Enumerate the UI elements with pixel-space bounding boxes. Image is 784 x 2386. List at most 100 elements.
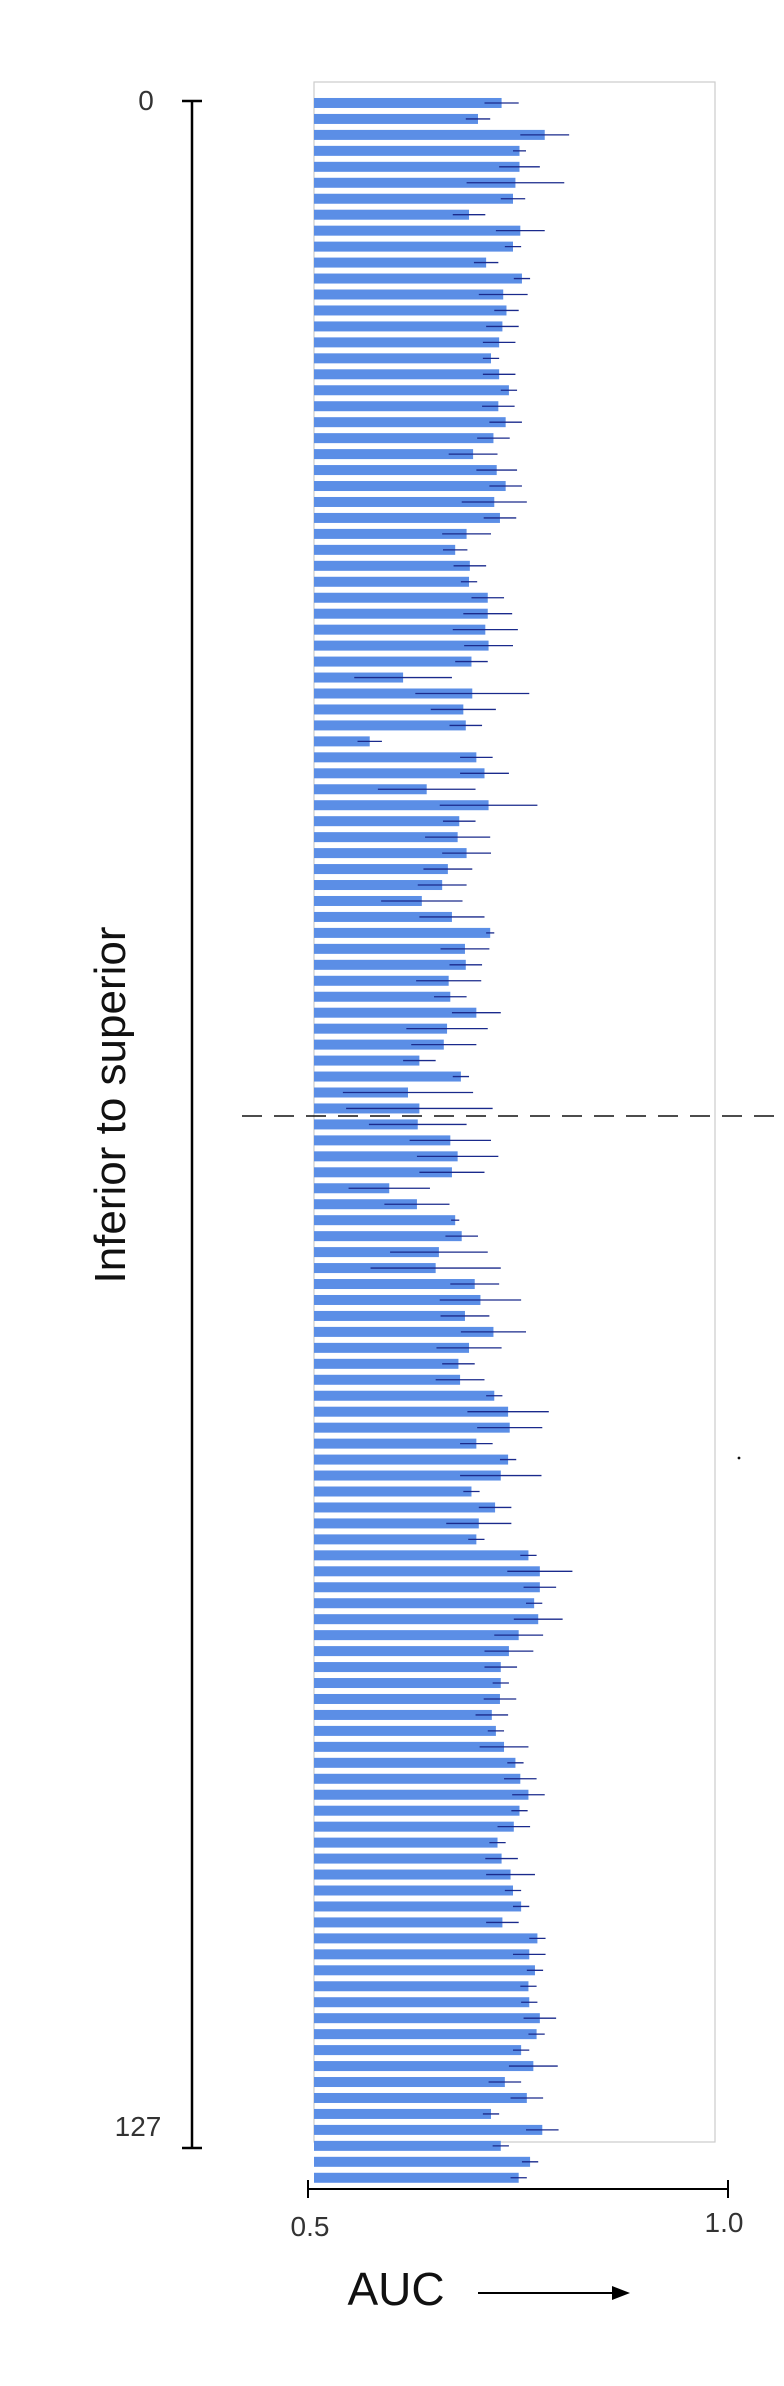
bar-33 [314, 624, 486, 635]
x-tick-label-right: 1.0 [705, 2207, 744, 2238]
bar-4 [314, 161, 520, 172]
bar-41 [314, 752, 477, 763]
bar-93 [314, 1582, 540, 1593]
bar-99 [314, 1678, 501, 1689]
bar-25 [314, 496, 495, 507]
y-axis-label: Inferior to superior [86, 926, 135, 1283]
bar-60 [314, 1055, 420, 1066]
bar-46 [314, 832, 458, 843]
bar-74 [314, 1279, 475, 1290]
bar-52 [314, 927, 491, 938]
bar-0 [314, 97, 502, 108]
bar-129 [314, 2156, 531, 2167]
bar-85 [314, 1454, 509, 1465]
bar-69 [314, 1199, 417, 1210]
bar-14 [314, 321, 503, 332]
bar-32 [314, 608, 488, 619]
bar-117 [314, 1965, 535, 1976]
bar-20 [314, 417, 506, 428]
bar-87 [314, 1486, 472, 1497]
bar-127 [314, 2124, 543, 2135]
bar-120 [314, 2013, 540, 2024]
bar-116 [314, 1949, 530, 1960]
bar-98 [314, 1662, 501, 1673]
bar-121 [314, 2029, 537, 2040]
bar-67 [314, 1167, 452, 1178]
bar-92 [314, 1566, 540, 1577]
bar-27 [314, 528, 467, 539]
bar-29 [314, 560, 470, 571]
bar-94 [314, 1598, 535, 1609]
bar-89 [314, 1518, 479, 1529]
bar-61 [314, 1071, 461, 1082]
bar-81 [314, 1390, 495, 1401]
bar-53 [314, 943, 465, 954]
bar-77 [314, 1326, 494, 1337]
bar-37 [314, 688, 473, 699]
bar-6 [314, 193, 513, 204]
bar-59 [314, 1039, 444, 1050]
bar-48 [314, 864, 448, 875]
bar-84 [314, 1438, 477, 1449]
bar-54 [314, 959, 466, 970]
bars-layer [314, 97, 545, 2183]
bar-75 [314, 1294, 481, 1305]
bar-39 [314, 720, 466, 731]
bar-17 [314, 369, 500, 380]
bar-58 [314, 1023, 448, 1034]
bar-9 [314, 241, 513, 252]
bar-8 [314, 225, 521, 236]
bar-88 [314, 1502, 496, 1513]
bar-50 [314, 895, 422, 906]
bar-47 [314, 848, 467, 859]
bar-38 [314, 704, 464, 715]
bar-105 [314, 1773, 521, 1784]
bar-1 [314, 113, 478, 124]
y-tick-label-bottom: 127 [115, 2111, 162, 2142]
bar-113 [314, 1901, 522, 1912]
bar-56 [314, 991, 451, 1002]
bar-126 [314, 2108, 492, 2119]
bar-30 [314, 576, 470, 587]
bar-10 [314, 257, 487, 268]
bar-15 [314, 337, 500, 348]
error-bars-layer [342, 102, 573, 2179]
bar-91 [314, 1550, 529, 1561]
bar-35 [314, 656, 472, 667]
bar-43 [314, 784, 427, 795]
bar-22 [314, 449, 474, 460]
bar-97 [314, 1646, 509, 1657]
bar-18 [314, 385, 509, 396]
bar-28 [314, 544, 456, 555]
bar-40 [314, 736, 370, 747]
bar-102 [314, 1725, 496, 1736]
x-axis-label: AUC [347, 2263, 444, 2315]
bar-118 [314, 1981, 529, 1992]
bar-64 [314, 1119, 418, 1130]
bar-95 [314, 1614, 539, 1625]
bar-71 [314, 1231, 462, 1242]
arrow-head [612, 2286, 630, 2300]
bar-112 [314, 1885, 513, 1896]
bar-11 [314, 273, 522, 284]
x-tick-label-left: 0.5 [291, 2211, 330, 2242]
bar-96 [314, 1630, 519, 1641]
bar-83 [314, 1422, 510, 1433]
bar-109 [314, 1837, 498, 1848]
bar-108 [314, 1821, 514, 1832]
bar-19 [314, 401, 499, 412]
bar-90 [314, 1534, 477, 1545]
bar-111 [314, 1869, 511, 1880]
bar-101 [314, 1709, 492, 1720]
bar-76 [314, 1310, 465, 1321]
bar-80 [314, 1374, 461, 1385]
bar-125 [314, 2092, 527, 2103]
bar-55 [314, 975, 449, 986]
bar-23 [314, 465, 497, 476]
bar-5 [314, 177, 516, 188]
bar-24 [314, 481, 506, 492]
bar-79 [314, 1358, 459, 1369]
bar-123 [314, 2061, 534, 2072]
bar-51 [314, 911, 452, 922]
bar-114 [314, 1917, 503, 1928]
